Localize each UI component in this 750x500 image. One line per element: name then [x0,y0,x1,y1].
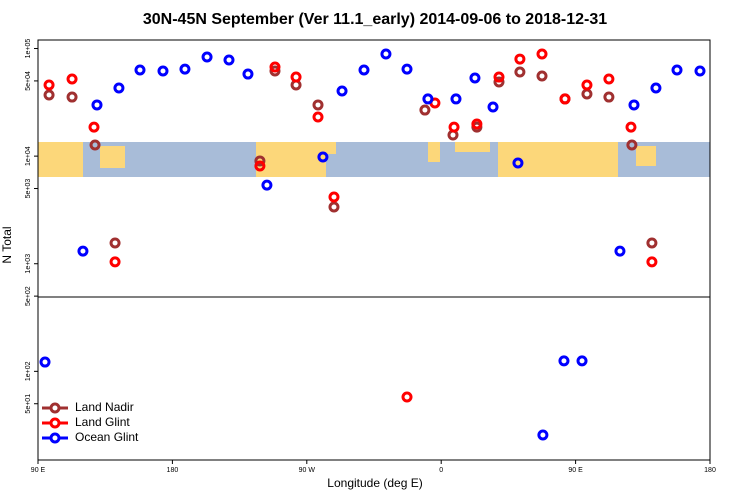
point [581,88,593,100]
point [312,111,324,123]
point [328,191,340,203]
point [581,79,593,91]
point [109,237,121,249]
y-tick-label: 5e+03 [25,179,32,199]
map-land [636,146,656,166]
point [380,48,392,60]
x-tick-label: 0 [439,467,443,474]
point [559,93,571,105]
point [671,64,683,76]
point [254,155,266,167]
y-tick-label: 1e+02 [25,361,32,381]
x-axis-label: Longitude (deg E) [327,476,422,490]
point [493,71,505,83]
point [450,93,462,105]
x-tick-label: 90 W [299,467,316,474]
point [201,51,213,63]
map-land [455,142,490,152]
point [614,245,626,257]
point [694,65,706,77]
point [628,99,640,111]
map-land [256,142,326,177]
point [223,54,235,66]
point [471,118,483,130]
x-tick-label: 90 E [31,467,46,474]
point [134,64,146,76]
y-tick-label: 1e+03 [25,254,32,274]
point [317,151,329,163]
point [336,85,348,97]
legend-label: Land Nadir [75,400,134,414]
point [109,256,121,268]
legend-marker [49,402,61,414]
point [422,93,434,105]
y-tick-label: 1e+04 [25,146,32,166]
point [650,82,662,94]
point [88,121,100,133]
point [536,48,548,60]
point [536,70,548,82]
map-land [326,142,336,154]
point [269,61,281,73]
point [269,65,281,77]
point [512,157,524,169]
y-tick-label: 5e+01 [25,394,32,414]
point [43,79,55,91]
point [290,71,302,83]
point [603,91,615,103]
point [113,82,125,94]
point [558,355,570,367]
point [66,73,78,85]
map-land [38,142,83,177]
point [537,429,549,441]
point [514,53,526,65]
point [493,76,505,88]
plot-frame [37,39,711,461]
point [401,391,413,403]
point [43,89,55,101]
point [89,139,101,151]
point [312,99,324,111]
point [646,256,658,268]
point [91,99,103,111]
y-tick-label: 5e+04 [25,71,32,91]
point [179,63,191,75]
legend-marker [49,432,61,444]
point [254,160,266,172]
point [469,72,481,84]
legend-marker [49,417,61,429]
x-tick-label: 90 E [568,467,583,474]
point [66,91,78,103]
x-tick-label: 180 [167,467,179,474]
x-tick-label: 180 [704,467,716,474]
y-tick-label: 5e+02 [25,286,32,306]
point [157,65,169,77]
legend-label: Land Glint [75,415,130,429]
y-axis-label: N Total [0,226,14,263]
point [328,201,340,213]
point [603,73,615,85]
point [448,121,460,133]
point [419,104,431,116]
point [401,63,413,75]
point [358,64,370,76]
point [487,101,499,113]
point [514,66,526,78]
point [625,121,637,133]
point [77,245,89,257]
point [626,139,638,151]
point [39,356,51,368]
legend-label: Ocean Glint [75,430,139,444]
point [261,179,273,191]
y-tick-label: 1e+05 [25,39,32,59]
point [242,68,254,80]
map-band [38,142,710,177]
chart-title: 30N-45N September (Ver 11.1_early) 2014-… [143,11,607,28]
point [646,237,658,249]
map-land [428,142,440,162]
point [576,355,588,367]
map-land [100,146,125,168]
